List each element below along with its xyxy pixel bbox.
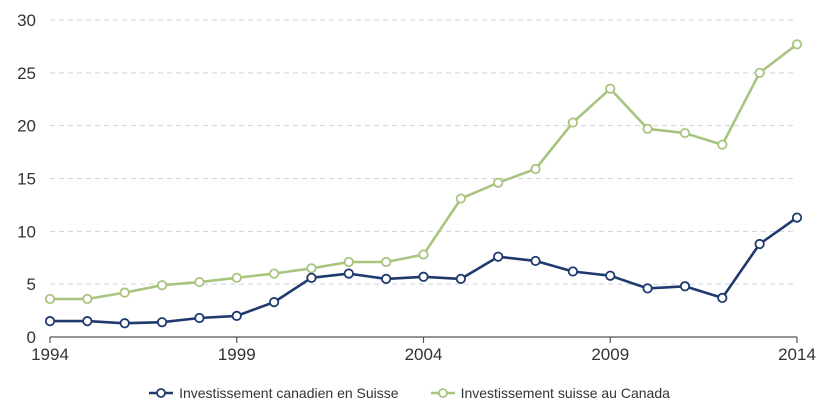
data-point[interactable] [642,123,653,134]
data-point[interactable] [82,293,93,305]
grid-lines [50,19,797,285]
data-point[interactable] [82,316,93,327]
legend-marker-canadian-icon [149,388,174,398]
y-tick-label: 30 [17,11,36,30]
series-line [50,216,798,325]
data-point[interactable] [268,297,280,308]
data-point[interactable] [231,310,242,321]
data-point[interactable] [605,83,616,94]
data-point[interactable] [418,271,429,282]
data-point[interactable] [306,263,317,274]
y-tick-label: 5 [27,275,36,294]
y-tick-labels: 0 5 10 15 20 25 30 [17,11,36,347]
data-point[interactable] [791,212,803,223]
data-point[interactable] [343,268,354,279]
series-1 [44,39,803,305]
data-point[interactable] [194,312,205,324]
y-tick-label: 20 [17,117,36,136]
data-point[interactable] [343,256,354,268]
data-point[interactable] [791,39,803,50]
data-point[interactable] [605,270,616,281]
data-point[interactable] [306,272,317,283]
legend-item-canadian[interactable]: Investissement canadien en Suisse [149,385,399,401]
data-point[interactable] [754,67,765,78]
x-tick-label: 1994 [31,345,69,364]
data-point[interactable] [44,316,56,327]
y-tick-label: 10 [17,222,36,241]
data-point[interactable] [455,193,466,204]
data-point[interactable] [194,276,205,288]
data-point[interactable] [567,266,579,277]
data-point[interactable] [679,281,691,292]
data-point[interactable] [44,293,56,305]
y-tick-label: 25 [17,64,36,83]
data-point[interactable] [268,268,280,279]
data-point[interactable] [530,255,541,267]
series-group [44,39,803,329]
y-tick-label: 0 [27,328,36,347]
legend: Investissement canadien en Suisse Invest… [0,383,819,403]
series-line [50,43,798,301]
legend-label-canadian: Investissement canadien en Suisse [179,385,399,401]
data-point[interactable] [231,272,242,283]
data-point[interactable] [455,273,466,284]
data-point[interactable] [493,177,504,188]
data-point[interactable] [567,117,579,128]
data-point[interactable] [381,273,392,284]
data-point[interactable] [754,238,765,250]
data-point[interactable] [642,283,653,294]
data-point[interactable] [156,280,168,291]
x-tick-label: 2004 [405,345,443,364]
data-point[interactable] [381,256,392,268]
y-tick-label: 15 [17,170,36,189]
legend-marker-swiss-icon [430,388,455,398]
data-point[interactable] [530,163,541,175]
legend-label-swiss: Investissement suisse au Canada [460,385,670,401]
data-point[interactable] [717,292,728,304]
data-point[interactable] [418,249,429,260]
x-tick-labels: 1994 1999 2004 2009 2014 [31,345,816,364]
data-point[interactable] [119,287,130,298]
data-point[interactable] [493,251,504,262]
data-point[interactable] [717,139,728,150]
axes [49,336,798,343]
series-0 [44,212,803,329]
x-tick-label: 2009 [591,345,629,364]
data-point[interactable] [156,317,168,328]
x-tick-label: 1999 [218,345,256,364]
data-point[interactable] [119,318,130,329]
data-point[interactable] [679,127,691,139]
x-tick-label: 2014 [778,345,816,364]
legend-item-swiss[interactable]: Investissement suisse au Canada [430,385,670,401]
